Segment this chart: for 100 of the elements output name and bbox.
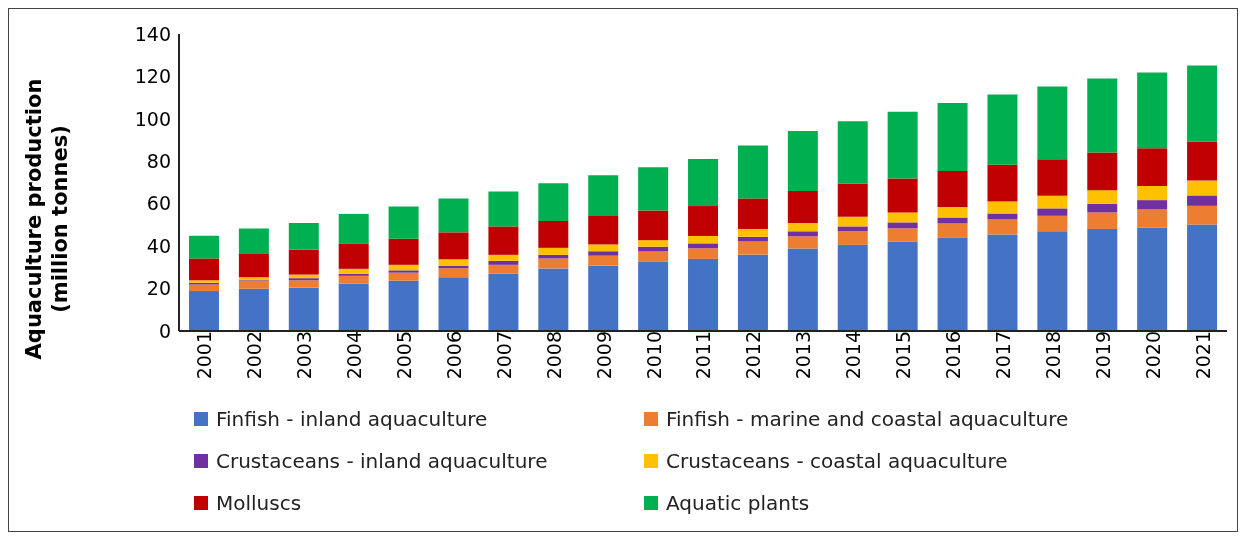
bar [388,238,419,265]
bar [488,260,519,265]
bar [987,219,1018,235]
bar [837,244,868,331]
x-tick-label: 2016 [942,331,965,380]
bar [1187,65,1218,142]
bar [1137,209,1168,228]
bar [538,183,569,221]
bar [488,226,519,255]
bar [288,249,319,275]
bar [438,259,469,266]
bar [488,264,519,274]
bar [388,206,419,239]
bar [1087,152,1118,191]
bar [688,243,719,249]
y-axis-title: Aquaculture production (million tonnes) [21,77,73,362]
bar [588,265,619,331]
bar [737,241,768,255]
bar [787,130,818,191]
bar [1137,200,1168,210]
bar [338,275,369,284]
x-tick-label: 2004 [343,331,366,380]
bar [1187,141,1218,181]
x-tick-label: 2018 [1041,331,1064,380]
y-tick-label: 80 [146,150,171,173]
bar [887,241,918,331]
bar [787,236,818,249]
bar [538,247,569,255]
bar [1087,203,1118,213]
bar [787,231,818,237]
legend-label: Aquatic plants [666,491,810,515]
bar [937,223,968,238]
bar [837,216,868,227]
x-tick-label: 2001 [193,331,216,380]
bar [837,121,868,184]
bar [1137,72,1168,149]
x-tick-label: 2006 [442,331,465,380]
bar [887,178,918,213]
y-tick-label: 0 [158,319,171,342]
x-tick-label: 2020 [1141,331,1164,380]
bar [1037,215,1068,232]
bar [438,277,469,331]
legend-label: Finfish - marine and coastal aquaculture [666,407,1069,431]
bar [238,228,269,254]
x-tick-label: 2019 [1091,331,1114,380]
bar [538,258,569,269]
bar [588,251,619,256]
bar [588,244,619,252]
bar [238,253,269,278]
x-tick-label: 2008 [542,331,565,380]
x-tick-label: 2005 [393,331,416,380]
bar [588,175,619,217]
y-tick-label: 120 [134,65,171,88]
bar [288,223,319,250]
bar [837,183,868,217]
bar [688,258,719,331]
bar [288,278,319,281]
x-tick-label: 2010 [642,331,665,380]
legend-label: Crustaceans - inland aquaculture [216,449,548,473]
bar [887,111,918,179]
bar [937,171,968,207]
bar [987,234,1018,331]
bar [737,228,768,237]
bar [737,198,768,229]
bar [238,281,269,289]
bar [1037,208,1068,216]
x-tick-label: 2013 [792,331,815,380]
bar [987,164,1018,202]
bar [488,273,519,331]
bar [388,272,419,281]
bar [188,284,219,292]
bar [488,191,519,227]
bar [338,243,369,269]
x-tick-label: 2014 [842,331,865,380]
bar [1137,227,1168,331]
bar [588,216,619,245]
bar [887,212,918,223]
x-tick-label: 2021 [1191,331,1214,380]
bar [1137,148,1168,186]
x-tick-label: 2002 [243,331,266,380]
bar [837,231,868,245]
bar [887,222,918,229]
bar [737,145,768,199]
bar [688,206,719,236]
y-tick-label: 140 [134,22,171,45]
bar [1087,228,1118,331]
bar [188,235,219,259]
bar [937,237,968,331]
bar [338,213,369,244]
y-tick-label: 40 [146,234,171,257]
bar [787,248,818,331]
legend-label: Crustaceans - coastal aquaculture [666,449,1008,473]
bar [438,232,469,260]
bar [1137,185,1168,201]
bar [1187,180,1218,196]
bar [1037,86,1068,160]
bar [887,228,918,242]
bar [288,287,319,331]
bar [937,102,968,172]
bar [987,94,1018,165]
